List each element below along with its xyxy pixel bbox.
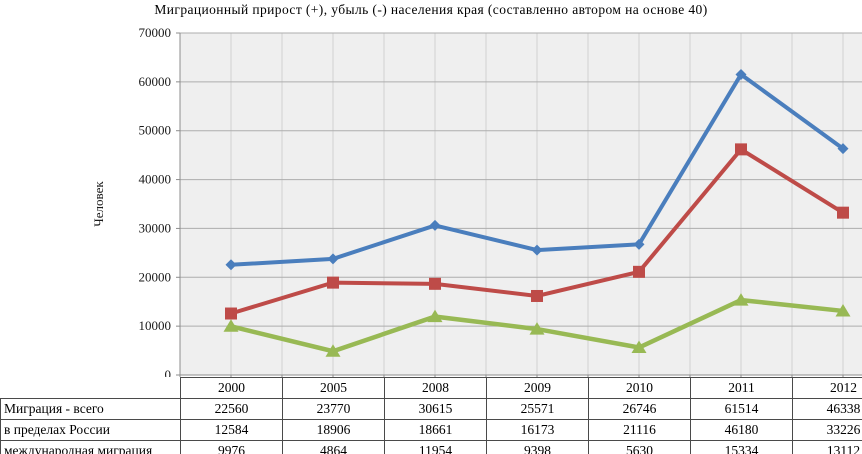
value-cell: 23770	[282, 398, 385, 420]
year-header-cell: 2000	[180, 377, 283, 399]
table-row: международная миграция 9976 4864 11954 9398 5…	[0, 440, 862, 454]
value-cell: 33226	[792, 419, 862, 441]
value-cell: 9398	[486, 440, 589, 454]
value-cell: 26746	[588, 398, 691, 420]
diamond-marker	[633, 238, 645, 250]
y-tick-label: 30000	[139, 220, 172, 235]
year-header-cell: 2008	[384, 377, 487, 399]
row-label-cell: Миграция - всего	[0, 398, 181, 420]
y-tick-label: 10000	[139, 318, 172, 333]
y-tick-label: 0	[165, 367, 172, 377]
y-tick-label: 40000	[139, 172, 172, 187]
year-header-cell: 2005	[282, 377, 385, 399]
chart-title: Миграционный прирост (+), убыль (-) насе…	[154, 2, 708, 17]
square-marker	[327, 276, 339, 289]
diamond-marker	[429, 219, 441, 231]
triangle-marker	[529, 322, 545, 335]
triangle-marker	[427, 309, 443, 323]
y-tick-label: 70000	[139, 25, 172, 40]
value-cell: 22560	[180, 398, 283, 420]
table-row: в пределах России 12584 18906 18661 16173 211…	[0, 419, 862, 441]
row-label-cell: в пределах России	[0, 419, 181, 441]
row-label-cell: международная миграция	[0, 440, 181, 454]
square-marker	[837, 206, 849, 219]
year-header-cell: 2010	[588, 377, 691, 399]
value-cell: 46338	[792, 398, 862, 420]
square-marker	[531, 289, 543, 302]
triangle-marker	[223, 319, 239, 332]
table-row: Миграция - всего 22560 23770 30615 25571 2674…	[0, 398, 862, 420]
value-cell: 46180	[690, 419, 793, 441]
triangle-marker	[835, 303, 851, 317]
diamond-marker	[735, 68, 747, 80]
diamond-marker	[225, 259, 237, 271]
value-cell: 21116	[588, 419, 691, 441]
value-cell: 18906	[282, 419, 385, 441]
value-cell: 30615	[384, 398, 487, 420]
value-cell: 15334	[690, 440, 793, 454]
diamond-marker	[531, 244, 543, 256]
line-chart: 0 10000 20000 30000 40000 50000 60000 70000 Чело…	[91, 25, 862, 377]
value-cell: 12584	[180, 419, 283, 441]
y-tick-label: 20000	[139, 269, 172, 284]
value-cell: 18661	[384, 419, 487, 441]
table-header-row: 2000 2005 2008 2009 2010 2011 2012	[0, 377, 862, 399]
square-marker	[429, 277, 441, 290]
square-marker	[225, 307, 237, 320]
data-table-wrap: 2000 2005 2008 2009 2010 2011 2012 Миграция - в…	[0, 377, 862, 454]
value-cell: 9976	[180, 440, 283, 454]
value-cell: 25571	[486, 398, 589, 420]
triangle-marker	[733, 293, 749, 306]
y-tick-label: 60000	[139, 74, 172, 89]
value-cell: 5630	[588, 440, 691, 454]
square-marker	[633, 265, 645, 278]
y-tick-label: 50000	[139, 123, 172, 138]
diamond-marker	[837, 143, 849, 155]
diamond-marker	[327, 253, 339, 265]
value-cell: 16173	[486, 419, 589, 441]
value-cell: 13112	[792, 440, 862, 454]
table-corner-cell	[0, 377, 181, 399]
year-header-cell: 2009	[486, 377, 589, 399]
triangle-marker	[631, 340, 647, 353]
square-marker	[735, 143, 747, 156]
value-cell: 61514	[690, 398, 793, 420]
data-table: 2000 2005 2008 2009 2010 2011 2012 Миграция - в…	[0, 377, 862, 454]
year-header-cell: 2012	[792, 377, 862, 399]
triangle-marker	[325, 344, 341, 357]
plot-area	[180, 33, 862, 375]
y-axis-label: Человек	[91, 181, 106, 227]
value-cell: 4864	[282, 440, 385, 454]
value-cell: 11954	[384, 440, 487, 454]
year-header-cell: 2011	[690, 377, 793, 399]
